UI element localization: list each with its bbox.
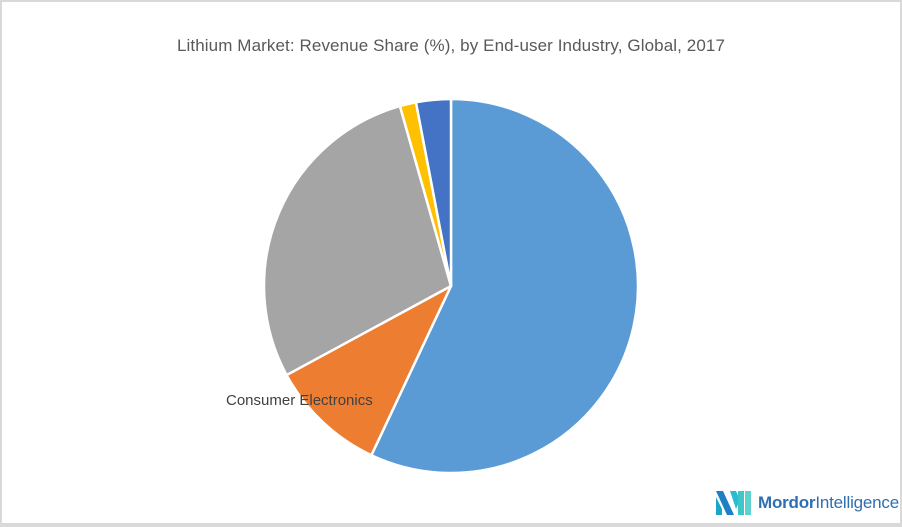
slice-label-consumer-electronics: Consumer Electronics (226, 392, 373, 409)
pie-slice-4 (414, 97, 453, 288)
pie-slices (262, 97, 640, 475)
logo-text: MordorIntelligence (758, 493, 899, 512)
chart-title: Lithium Market: Revenue Share (%), by En… (176, 36, 725, 55)
pie-slice-0 (370, 97, 640, 475)
pie-slice-consumer-electronics (285, 284, 453, 457)
mordor-intelligence-logo: MordorIntelligence (716, 488, 899, 518)
logo-mark-icon (716, 491, 751, 515)
pie-slice-2 (262, 104, 453, 377)
